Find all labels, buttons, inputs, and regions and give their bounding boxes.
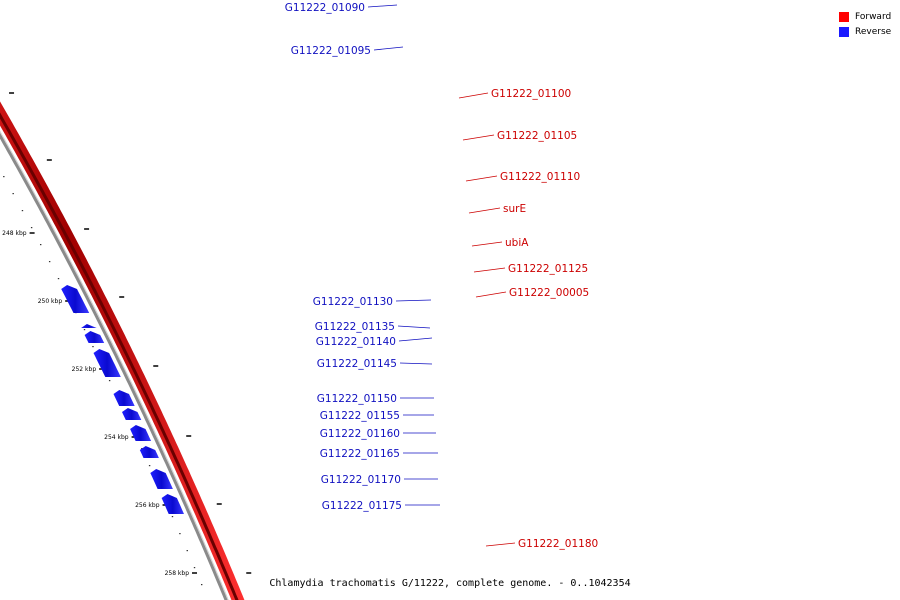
genome-caption: Chlamydia trachomatis G/11222, complete … [269, 578, 631, 589]
minor-tick [108, 380, 111, 382]
forward-gene-label-leader [465, 175, 498, 182]
reverse-gene-label: G11222_01150 [317, 393, 397, 405]
forward-swatch [839, 11, 849, 22]
minor-tick [92, 346, 94, 348]
gene-labels: G11222_01090 G11222_01095 G11222_01130 G112… [285, 2, 598, 550]
reverse-gene-feature [130, 425, 152, 441]
minor-tick [12, 193, 14, 195]
reverse-gene-label-leader [367, 4, 398, 8]
tick-label: 250 kbp [38, 298, 63, 305]
forward-gene-label: surE [503, 203, 526, 215]
reverse-gene-label: G11222_01165 [320, 448, 400, 460]
reverse-gene-label-leader [395, 299, 432, 302]
genome-backbone [0, 101, 245, 600]
tick-label: 248 kbp [2, 230, 27, 237]
reverse-gene-feature [150, 469, 173, 489]
reverse-gene-feature [161, 494, 184, 514]
minor-tick [30, 227, 33, 229]
tick-label: 252 kbp [72, 366, 97, 373]
minor-tick [39, 244, 42, 246]
legend-reverse-label: Reverse [855, 26, 892, 37]
tick-label: 254 kbp [104, 434, 129, 441]
minor-tick [186, 550, 188, 552]
forward-strand-core [0, 112, 239, 600]
reverse-gene-feature [93, 349, 121, 377]
reverse-gene-feature [81, 324, 97, 328]
reverse-gene-label: G11222_01155 [320, 410, 400, 422]
forward-gene-label: G11222_01105 [497, 130, 577, 142]
forward-gene-label: G11222_01125 [508, 263, 588, 275]
reverse-gene-label: G11222_01170 [321, 474, 401, 486]
reverse-gene-label: G11222_01130 [313, 296, 393, 308]
minor-tick [141, 448, 143, 450]
backbone-highlight [0, 130, 229, 600]
forward-gene-label-leader [462, 134, 495, 141]
reverse-gene-label: G11222_01175 [322, 500, 402, 512]
minor-tick [3, 176, 5, 178]
reverse-gene-label: G11222_01160 [320, 428, 400, 440]
forward-gene-label: G11222_01180 [518, 538, 598, 550]
forward-gene-label-leader [475, 291, 507, 298]
forward-gene-label: G11222_01100 [491, 88, 571, 100]
reverse-gene-label: G11222_01145 [317, 358, 397, 370]
minor-tick [21, 210, 24, 212]
reverse-gene-label: G11222_01095 [291, 45, 371, 57]
reverse-gene-feature [139, 446, 159, 458]
gene-features [61, 285, 184, 514]
minor-tick [148, 465, 151, 467]
reverse-gene-label: G11222_01090 [285, 2, 365, 14]
forward-gene-label-leader [468, 207, 501, 214]
forward-gene-label-leader [473, 267, 506, 273]
minor-tick [171, 516, 174, 518]
reverse-gene-label: G11222_01140 [316, 336, 396, 348]
forward-gene-label-leader [458, 92, 489, 99]
forward-gene-label-leader [485, 542, 516, 547]
reverse-swatch [839, 26, 849, 37]
reverse-gene-feature [122, 408, 142, 420]
reverse-gene-feature [113, 390, 135, 406]
reverse-gene-feature [84, 331, 105, 343]
reverse-gene-label-leader [373, 46, 404, 51]
minor-tick [48, 261, 51, 263]
reverse-gene-label-leader [398, 337, 433, 342]
forward-gene-label: G11222_00005 [509, 287, 589, 299]
legend-forward-label: Forward [855, 11, 892, 22]
minor-tick [193, 567, 196, 569]
legend-reverse: Reverse [839, 24, 891, 39]
tick-label: 256 kbp [135, 502, 160, 509]
forward-gene-label: G11222_01110 [500, 171, 580, 183]
minor-tick [179, 533, 181, 535]
minor-tick [200, 584, 203, 586]
forward-gene-label-leader [471, 241, 503, 247]
minor-tick [57, 278, 60, 280]
backbone-line [0, 132, 228, 600]
reverse-gene-feature [61, 285, 90, 313]
minor-tick [83, 329, 86, 331]
forward-gene-label: ubiA [505, 237, 529, 249]
reverse-gene-label: G11222_01135 [315, 321, 395, 333]
reverse-gene-label-leader [399, 362, 433, 365]
reverse-gene-label-leader [397, 325, 431, 329]
tick-label: 258 kbp [165, 570, 190, 577]
legend: Forward Reverse [839, 9, 891, 39]
legend-forward: Forward [839, 9, 891, 24]
